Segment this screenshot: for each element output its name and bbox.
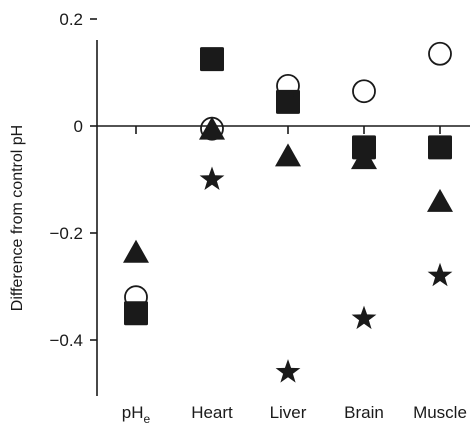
x-tick-label: pHe [122,403,151,426]
filled-square-point [200,47,224,72]
y-tick-label: −0.2 [49,224,83,243]
x-tick-label: Muscle [413,403,467,422]
filled-square-point [352,135,376,160]
y-tick-label: −0.4 [49,331,83,350]
x-tick-label: Heart [191,403,233,422]
open-circle-point [200,116,224,141]
y-tick-label: 0 [74,117,83,136]
open-circle-point [276,73,300,98]
open-circle-point [428,41,452,66]
filled-star-point [275,359,301,383]
filled-triangle-point [275,143,301,167]
filled-star-point [199,166,225,190]
x-tick-label: Liver [270,403,307,422]
filled-triangle-point [427,188,453,212]
open-circle-point [124,285,148,310]
filled-star-point [351,305,377,330]
y-tick-label: 0.2 [59,10,83,29]
x-tick-label: Brain [344,403,384,422]
filled-triangle-point [123,239,149,263]
y-axis-title: Difference from control pH [9,125,26,311]
filled-triangle-point [199,116,225,140]
open-circle-point [352,79,376,104]
filled-star-point [427,262,453,287]
filled-square-point [428,135,452,160]
